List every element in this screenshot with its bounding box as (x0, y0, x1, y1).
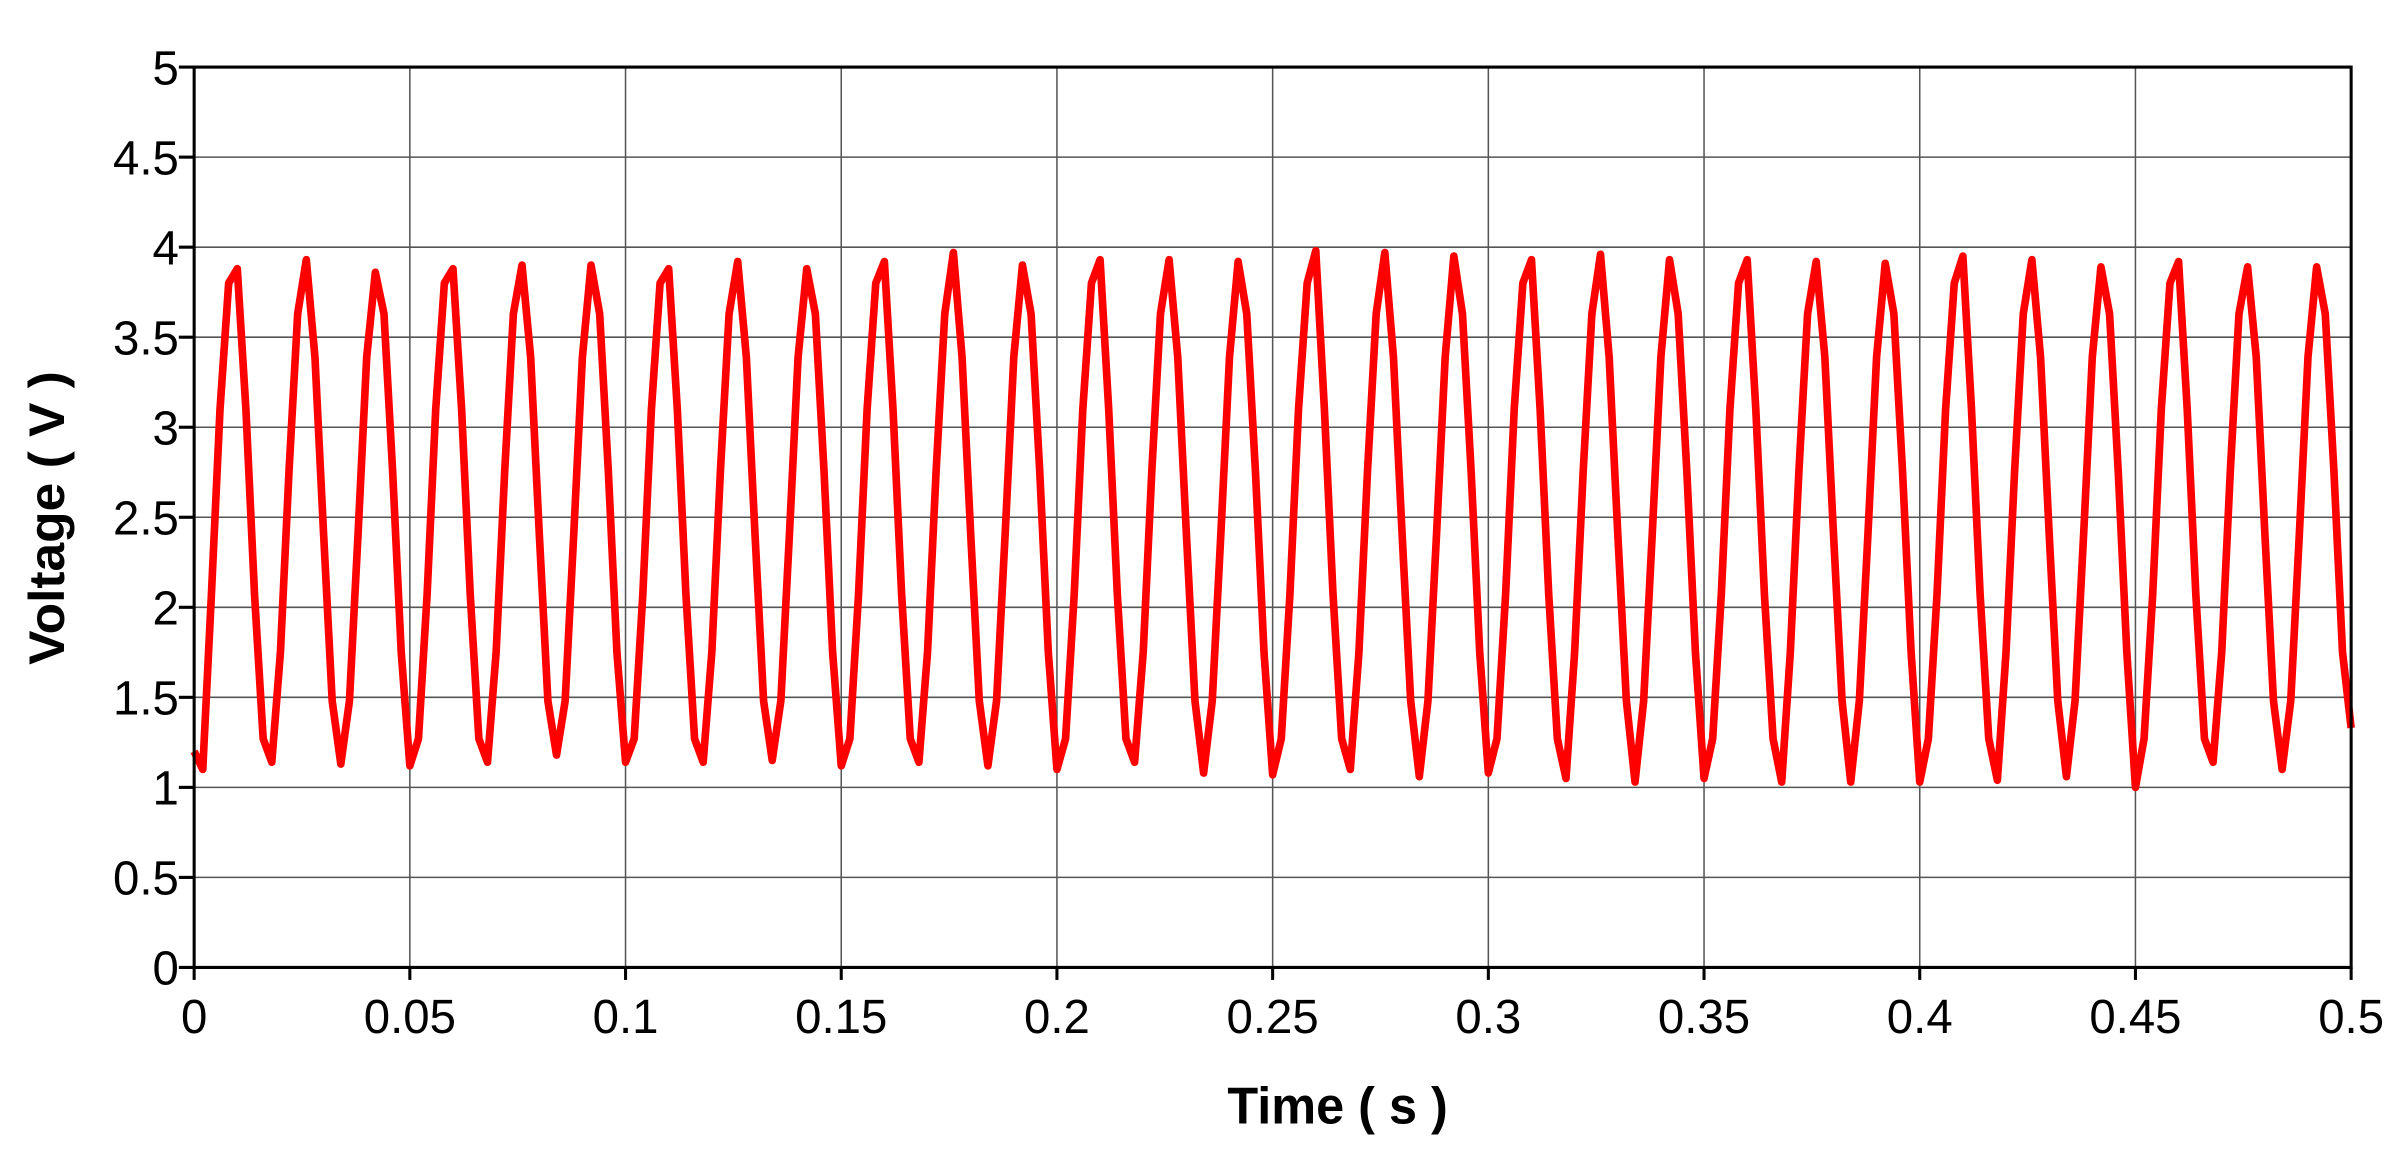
x-tick-label: 0.35 (1658, 991, 1750, 1045)
x-tick-label: 0 (181, 991, 207, 1045)
y-tick-label: 3 (152, 402, 178, 456)
y-tick-label: 5 (152, 42, 178, 96)
x-tick-label: 0.4 (1887, 991, 1953, 1045)
y-tick-label: 2.5 (113, 492, 179, 546)
x-tick-label: 0.25 (1227, 991, 1319, 1045)
y-tick-label: 0.5 (113, 852, 179, 906)
x-axis-title: Time ( s ) (1227, 1077, 1448, 1135)
plot-frame (192, 65, 2353, 969)
data-line (190, 246, 2355, 792)
y-tick-label: 4.5 (113, 132, 179, 186)
y-tick-label: 3.5 (113, 312, 179, 366)
y-axis-title: Voltage ( V ) (19, 371, 75, 665)
x-tick-label: 0.2 (1024, 991, 1090, 1045)
x-tick-label: 0.45 (2089, 991, 2181, 1045)
y-tick-label: 2 (152, 582, 178, 636)
y-tick-label: 4 (152, 222, 178, 276)
x-tick-label: 0.05 (364, 991, 456, 1045)
x-tick-label: 0.15 (795, 991, 887, 1045)
x-tick-label: 0.1 (593, 991, 659, 1045)
x-tick-label: 0.5 (2318, 991, 2384, 1045)
y-tick-label: 1 (152, 762, 178, 816)
y-tick-label: 0 (152, 942, 178, 996)
y-tick-label: 1.5 (113, 672, 179, 726)
x-tick-label: 0.3 (1455, 991, 1521, 1045)
